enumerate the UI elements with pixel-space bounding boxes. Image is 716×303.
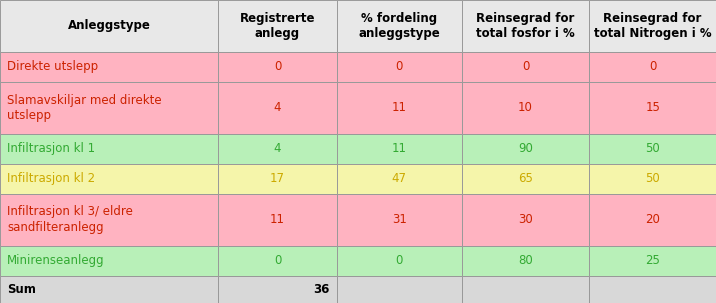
Text: 0: 0 <box>274 60 281 73</box>
Text: 4: 4 <box>274 142 281 155</box>
Bar <box>337 82 462 134</box>
Bar <box>337 0 462 52</box>
Text: Registrerte
anlegg: Registrerte anlegg <box>240 12 315 40</box>
Bar <box>337 194 462 246</box>
Bar <box>0 164 218 194</box>
Bar <box>337 246 462 276</box>
Bar <box>337 134 462 164</box>
Text: 36: 36 <box>313 283 329 296</box>
Text: Minirenseanlegg: Minirenseanlegg <box>7 254 105 267</box>
Text: 50: 50 <box>645 142 660 155</box>
Bar <box>337 52 462 82</box>
Text: 47: 47 <box>392 172 407 185</box>
Text: 30: 30 <box>518 213 533 226</box>
Text: 0: 0 <box>274 254 281 267</box>
Text: 0: 0 <box>522 60 529 73</box>
Bar <box>218 164 337 194</box>
Text: Reinsegrad for
total fosfor i %: Reinsegrad for total fosfor i % <box>476 12 575 40</box>
Bar <box>218 0 337 52</box>
Bar <box>0 246 218 276</box>
Text: 0: 0 <box>395 254 403 267</box>
Text: 11: 11 <box>392 142 407 155</box>
Text: 10: 10 <box>518 101 533 114</box>
Text: 31: 31 <box>392 213 407 226</box>
Bar <box>589 134 716 164</box>
Bar <box>218 82 337 134</box>
Bar <box>0 0 218 52</box>
Bar <box>0 134 218 164</box>
Bar <box>218 246 337 276</box>
Bar <box>462 194 589 246</box>
Bar <box>589 82 716 134</box>
Bar <box>589 0 716 52</box>
Bar <box>462 276 589 303</box>
Text: 65: 65 <box>518 172 533 185</box>
Text: Anleggstype: Anleggstype <box>68 19 150 32</box>
Text: 4: 4 <box>274 101 281 114</box>
Text: Infiltrasjon kl 1: Infiltrasjon kl 1 <box>7 142 95 155</box>
Text: Reinsegrad for
total Nitrogen i %: Reinsegrad for total Nitrogen i % <box>594 12 712 40</box>
Bar <box>218 276 337 303</box>
Bar <box>589 194 716 246</box>
Bar <box>589 246 716 276</box>
Bar <box>589 52 716 82</box>
Text: 11: 11 <box>270 213 285 226</box>
Text: 0: 0 <box>395 60 403 73</box>
Bar <box>462 52 589 82</box>
Text: 11: 11 <box>392 101 407 114</box>
Bar <box>0 276 218 303</box>
Bar <box>0 52 218 82</box>
Text: % fordeling
anleggstype: % fordeling anleggstype <box>358 12 440 40</box>
Text: 80: 80 <box>518 254 533 267</box>
Text: 25: 25 <box>645 254 660 267</box>
Bar <box>589 276 716 303</box>
Text: Infiltrasjon kl 2: Infiltrasjon kl 2 <box>7 172 95 185</box>
Bar <box>462 0 589 52</box>
Bar <box>462 82 589 134</box>
Bar <box>462 246 589 276</box>
Text: 15: 15 <box>645 101 660 114</box>
Text: Direkte utslepp: Direkte utslepp <box>7 60 98 73</box>
Bar <box>337 164 462 194</box>
Bar <box>218 52 337 82</box>
Bar <box>462 134 589 164</box>
Bar <box>218 134 337 164</box>
Bar <box>337 276 462 303</box>
Text: Slamavskiljar med direkte
utslepp: Slamavskiljar med direkte utslepp <box>7 94 162 122</box>
Bar <box>0 194 218 246</box>
Text: 50: 50 <box>645 172 660 185</box>
Bar <box>218 194 337 246</box>
Text: 90: 90 <box>518 142 533 155</box>
Bar <box>462 164 589 194</box>
Text: 20: 20 <box>645 213 660 226</box>
Text: 0: 0 <box>649 60 657 73</box>
Text: Infiltrasjon kl 3/ eldre
sandfilteranlegg: Infiltrasjon kl 3/ eldre sandfilteranleg… <box>7 205 133 234</box>
Text: Sum: Sum <box>7 283 36 296</box>
Text: 17: 17 <box>270 172 285 185</box>
Bar <box>0 82 218 134</box>
Bar <box>589 164 716 194</box>
